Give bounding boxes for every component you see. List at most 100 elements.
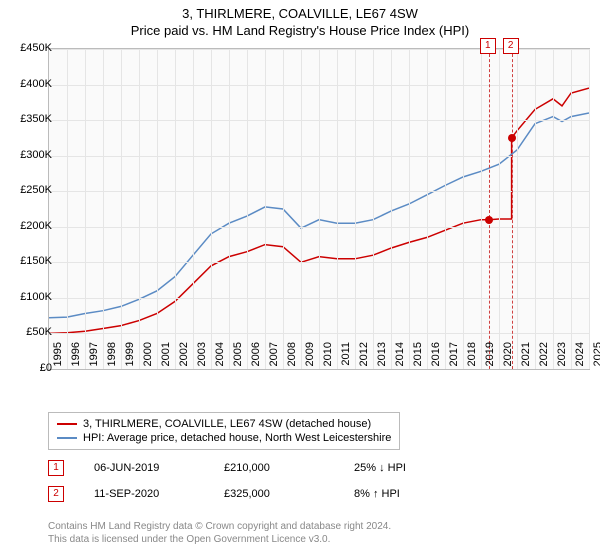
gridline-v xyxy=(427,49,428,369)
legend-label: 3, THIRLMERE, COALVILLE, LE67 4SW (detac… xyxy=(83,418,371,430)
y-axis-label: £250K xyxy=(12,184,52,196)
x-axis-label: 2016 xyxy=(430,342,442,372)
x-axis-label: 1999 xyxy=(124,342,136,372)
annotation-marker-box: 1 xyxy=(48,460,64,476)
gridline-v xyxy=(121,49,122,369)
gridline-v xyxy=(283,49,284,369)
y-axis-label: £50K xyxy=(12,326,52,338)
x-axis-label: 2013 xyxy=(376,342,388,372)
gridline-v xyxy=(247,49,248,369)
gridline-v xyxy=(139,49,140,369)
annotation-pct: 8% ↑ HPI xyxy=(354,488,400,500)
annotation-marker-box: 2 xyxy=(48,486,64,502)
gridline-v xyxy=(265,49,266,369)
annotation-date: 11-SEP-2020 xyxy=(94,488,194,500)
y-axis-label: £0 xyxy=(12,362,52,374)
up-arrow-icon: ↑ xyxy=(373,488,379,500)
x-axis-label: 1995 xyxy=(52,342,64,372)
x-axis-label: 2002 xyxy=(178,342,190,372)
x-axis-label: 2004 xyxy=(214,342,226,372)
gridline-v xyxy=(319,49,320,369)
footer-line: This data is licensed under the Open Gov… xyxy=(48,533,391,546)
gridline-v xyxy=(463,49,464,369)
x-axis-label: 2024 xyxy=(574,342,586,372)
gridline-v xyxy=(103,49,104,369)
legend-swatch-icon xyxy=(57,423,77,425)
gridline-v xyxy=(337,49,338,369)
gridline-v xyxy=(571,49,572,369)
y-axis-label: £450K xyxy=(12,42,52,54)
x-axis-label: 2006 xyxy=(250,342,262,372)
x-axis-label: 2020 xyxy=(502,342,514,372)
gridline-v xyxy=(535,49,536,369)
gridline-v xyxy=(481,49,482,369)
x-axis-label: 2001 xyxy=(160,342,172,372)
gridline-v xyxy=(499,49,500,369)
x-axis-label: 2012 xyxy=(358,342,370,372)
x-axis-label: 2023 xyxy=(556,342,568,372)
gridline-v xyxy=(355,49,356,369)
gridline-v xyxy=(517,49,518,369)
gridline-v xyxy=(445,49,446,369)
x-axis-label: 1997 xyxy=(88,342,100,372)
x-axis-label: 2025 xyxy=(592,342,600,372)
annotation-price: £325,000 xyxy=(224,488,324,500)
x-axis-label: 1998 xyxy=(106,342,118,372)
annotation-price: £210,000 xyxy=(224,462,324,474)
gridline-v xyxy=(301,49,302,369)
x-axis-label: 2018 xyxy=(466,342,478,372)
annotation-row: 2 11-SEP-2020 £325,000 8% ↑ HPI xyxy=(48,486,400,502)
x-axis-label: 2021 xyxy=(520,342,532,372)
gridline-v xyxy=(67,49,68,369)
x-axis-label: 2011 xyxy=(340,342,352,372)
annotation-date: 06-JUN-2019 xyxy=(94,462,194,474)
x-axis-label: 2019 xyxy=(484,342,496,372)
gridline-v xyxy=(193,49,194,369)
x-axis-label: 2009 xyxy=(304,342,316,372)
x-axis-label: 2003 xyxy=(196,342,208,372)
y-axis-label: £400K xyxy=(12,78,52,90)
gridline-v xyxy=(175,49,176,369)
x-axis-label: 2022 xyxy=(538,342,550,372)
x-axis-label: 2017 xyxy=(448,342,460,372)
down-arrow-icon: ↓ xyxy=(379,462,385,474)
legend-label: HPI: Average price, detached house, Nort… xyxy=(83,432,391,444)
chart-subtitle: Price paid vs. HM Land Registry's House … xyxy=(0,23,600,38)
gridline-v xyxy=(373,49,374,369)
gridline-v xyxy=(229,49,230,369)
gridline-v xyxy=(553,49,554,369)
footer-line: Contains HM Land Registry data © Crown c… xyxy=(48,520,391,533)
chart-container: 3, THIRLMERE, COALVILLE, LE67 4SW Price … xyxy=(0,0,600,560)
chart-title: 3, THIRLMERE, COALVILLE, LE67 4SW xyxy=(0,0,600,21)
x-axis-label: 1996 xyxy=(70,342,82,372)
y-axis-label: £350K xyxy=(12,113,52,125)
y-axis-label: £150K xyxy=(12,255,52,267)
marker-number-box: 2 xyxy=(503,38,519,54)
chart-footer: Contains HM Land Registry data © Crown c… xyxy=(48,520,391,546)
x-axis-label: 2010 xyxy=(322,342,334,372)
gridline-v xyxy=(211,49,212,369)
y-axis-label: £300K xyxy=(12,149,52,161)
legend-item: 3, THIRLMERE, COALVILLE, LE67 4SW (detac… xyxy=(57,417,391,431)
gridline-v xyxy=(85,49,86,369)
x-axis-label: 2007 xyxy=(268,342,280,372)
marker-dot-icon xyxy=(508,134,516,142)
annotation-pct: 25% ↓ HPI xyxy=(354,462,406,474)
y-axis-label: £100K xyxy=(12,291,52,303)
gridline-v xyxy=(157,49,158,369)
legend-item: HPI: Average price, detached house, Nort… xyxy=(57,431,391,445)
x-axis-label: 2014 xyxy=(394,342,406,372)
chart-plot-area xyxy=(48,48,590,370)
gridline-v xyxy=(589,49,590,369)
gridline-v xyxy=(409,49,410,369)
marker-vline xyxy=(512,49,513,369)
x-axis-label: 2005 xyxy=(232,342,244,372)
legend-swatch-icon xyxy=(57,437,77,439)
marker-dot-icon xyxy=(485,216,493,224)
y-axis-label: £200K xyxy=(12,220,52,232)
annotation-row: 1 06-JUN-2019 £210,000 25% ↓ HPI xyxy=(48,460,406,476)
x-axis-label: 2008 xyxy=(286,342,298,372)
chart-legend: 3, THIRLMERE, COALVILLE, LE67 4SW (detac… xyxy=(48,412,400,450)
marker-vline xyxy=(489,49,490,369)
gridline-v xyxy=(391,49,392,369)
